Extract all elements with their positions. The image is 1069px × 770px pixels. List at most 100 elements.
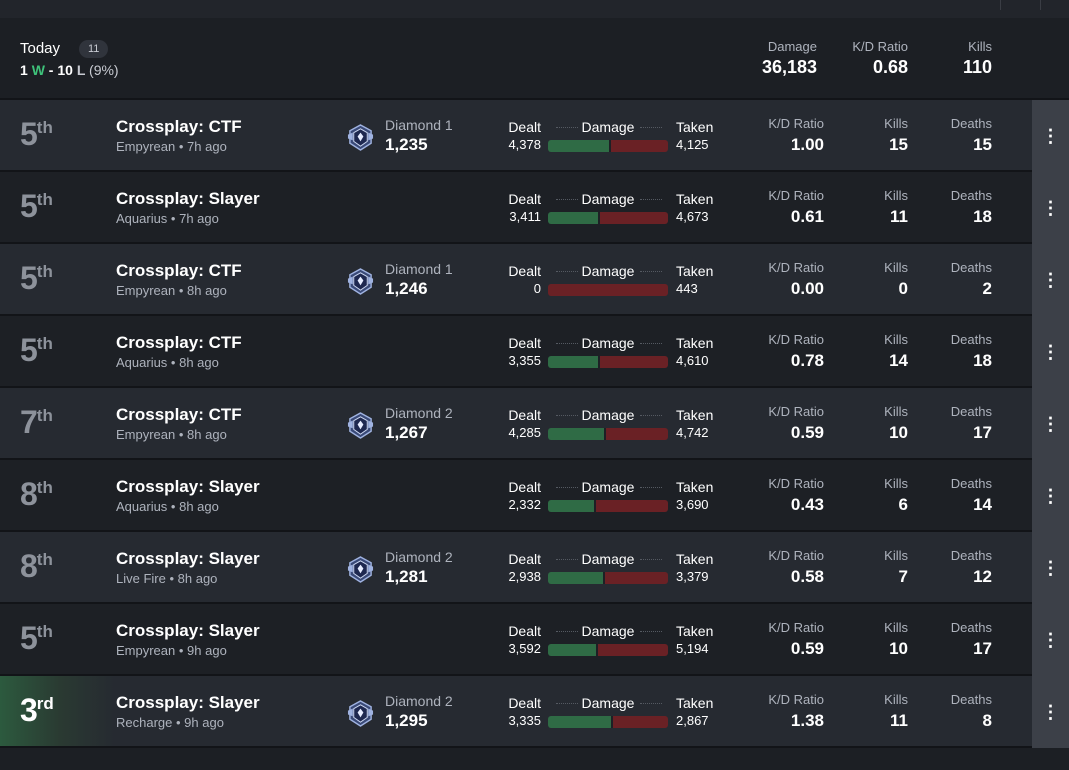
damage-label: Damage bbox=[581, 407, 635, 423]
taken-value: 4,742 bbox=[676, 425, 709, 440]
damage-divider-right bbox=[640, 199, 662, 200]
more-vertical-icon[interactable]: ⋮ bbox=[1032, 604, 1069, 676]
deaths-stat: Deaths 18 bbox=[930, 188, 992, 227]
kd-label: K/D Ratio bbox=[768, 260, 824, 275]
map-and-time: Empyrean • 8h ago bbox=[116, 283, 227, 298]
match-row[interactable]: 5th Crossplay: CTF Empyrean • 7h ago Dia… bbox=[0, 100, 1069, 172]
deaths-label: Deaths bbox=[950, 116, 992, 131]
deaths-label: Deaths bbox=[950, 620, 992, 635]
dealt-label: Dealt bbox=[508, 191, 541, 207]
summary-damage-value: 36,183 bbox=[761, 57, 817, 77]
deaths-value: 12 bbox=[973, 567, 992, 586]
win-loss-record: 1 W - 10 L (9%) bbox=[20, 62, 119, 78]
more-vertical-icon[interactable]: ⋮ bbox=[1032, 172, 1069, 244]
match-row[interactable]: 5th Crossplay: CTF Empyrean • 8h ago Dia… bbox=[0, 244, 1069, 316]
game-mode: Crossplay: CTF bbox=[116, 333, 242, 352]
summary-kills: Kills 110 bbox=[930, 39, 992, 78]
map-and-time: Aquarius • 8h ago bbox=[116, 355, 219, 370]
taken-label: Taken bbox=[676, 335, 714, 351]
match-row[interactable]: 5th Crossplay: Slayer Empyrean • 9h ago … bbox=[0, 604, 1069, 676]
damage-ratio-bar bbox=[548, 644, 668, 656]
dealt-value: 3,592 bbox=[508, 641, 541, 656]
damage-label: Damage bbox=[581, 551, 635, 567]
summary-kd-label: K/D Ratio bbox=[852, 39, 908, 54]
kd-stat: K/D Ratio 0.59 bbox=[744, 404, 824, 443]
damage-divider-right bbox=[640, 703, 662, 704]
placement: 8th bbox=[20, 548, 53, 584]
bar-separator bbox=[593, 500, 596, 512]
match-row[interactable]: 3rd Crossplay: Slayer Recharge • 9h ago … bbox=[0, 676, 1069, 748]
kills-label: Kills bbox=[884, 260, 908, 275]
match-row[interactable]: 5th Crossplay: CTF Aquarius • 8h ago Dea… bbox=[0, 316, 1069, 388]
damage-divider-right bbox=[640, 127, 662, 128]
game-mode: Crossplay: CTF bbox=[116, 117, 242, 136]
match-row[interactable]: 8th Crossplay: Slayer Aquarius • 8h ago … bbox=[0, 460, 1069, 532]
diamond-rank-icon bbox=[347, 124, 374, 151]
more-vertical-icon[interactable]: ⋮ bbox=[1032, 460, 1069, 532]
kd-value: 1.00 bbox=[790, 135, 824, 154]
rank-value: 1,246 bbox=[385, 279, 428, 298]
more-vertical-icon[interactable]: ⋮ bbox=[1032, 388, 1069, 460]
more-vertical-icon[interactable]: ⋮ bbox=[1032, 244, 1069, 316]
rank-tier: Diamond 1 bbox=[385, 261, 453, 277]
summary-kills-value: 110 bbox=[962, 57, 992, 77]
kills-stat: Kills 15 bbox=[848, 116, 908, 155]
more-vertical-icon[interactable]: ⋮ bbox=[1032, 532, 1069, 604]
deaths-label: Deaths bbox=[950, 548, 992, 563]
more-vertical-icon[interactable]: ⋮ bbox=[1032, 316, 1069, 388]
record-dash: - bbox=[48, 62, 54, 78]
deaths-label: Deaths bbox=[950, 260, 992, 275]
deaths-label: Deaths bbox=[950, 332, 992, 347]
dealt-bar bbox=[548, 500, 594, 512]
taken-value: 4,610 bbox=[676, 353, 709, 368]
dealt-bar bbox=[548, 644, 597, 656]
taken-value: 3,690 bbox=[676, 497, 709, 512]
game-mode: Crossplay: Slayer bbox=[116, 621, 260, 640]
deaths-value: 8 bbox=[982, 711, 992, 730]
taken-bar bbox=[598, 644, 668, 656]
deaths-value: 15 bbox=[973, 135, 992, 154]
kd-stat: K/D Ratio 0.61 bbox=[744, 188, 824, 227]
map-and-time: Empyrean • 8h ago bbox=[116, 427, 227, 442]
kills-stat: Kills 14 bbox=[848, 332, 908, 371]
deaths-value: 17 bbox=[973, 639, 992, 658]
placement: 5th bbox=[20, 332, 53, 368]
damage-divider-right bbox=[640, 487, 662, 488]
taken-value: 3,379 bbox=[676, 569, 709, 584]
match-row[interactable]: 7th Crossplay: CTF Empyrean • 8h ago Dia… bbox=[0, 388, 1069, 460]
kills-value: 6 bbox=[898, 495, 908, 514]
match-row[interactable]: 8th Crossplay: Slayer Live Fire • 8h ago… bbox=[0, 532, 1069, 604]
damage-label: Damage bbox=[581, 119, 635, 135]
rank-value: 1,235 bbox=[385, 135, 428, 154]
placement: 5th bbox=[20, 260, 53, 296]
damage-ratio-bar bbox=[548, 716, 668, 728]
bar-separator bbox=[596, 644, 599, 656]
dealt-value: 3,411 bbox=[509, 209, 541, 224]
losses-count: 10 bbox=[57, 62, 73, 78]
map-and-time: Aquarius • 7h ago bbox=[116, 211, 219, 226]
diamond-rank-icon bbox=[347, 556, 374, 583]
kills-value: 14 bbox=[889, 351, 908, 370]
kd-stat: K/D Ratio 0.58 bbox=[744, 548, 824, 587]
taken-label: Taken bbox=[676, 623, 714, 639]
dealt-bar bbox=[548, 140, 609, 152]
rank-tier: Diamond 1 bbox=[385, 117, 453, 133]
match-count-badge: 11 bbox=[79, 40, 109, 58]
top-divider bbox=[1040, 0, 1041, 10]
top-strip bbox=[0, 0, 1069, 18]
match-row[interactable]: 5th Crossplay: Slayer Aquarius • 7h ago … bbox=[0, 172, 1069, 244]
top-divider bbox=[1000, 0, 1001, 10]
taken-bar bbox=[599, 212, 668, 224]
taken-bar bbox=[595, 500, 668, 512]
deaths-value: 2 bbox=[982, 279, 992, 298]
dealt-bar bbox=[548, 212, 598, 224]
game-mode: Crossplay: Slayer bbox=[116, 693, 260, 712]
damage-divider-right bbox=[640, 559, 662, 560]
damage-ratio-bar bbox=[548, 140, 668, 152]
more-vertical-icon[interactable]: ⋮ bbox=[1032, 676, 1069, 748]
more-vertical-icon[interactable]: ⋮ bbox=[1032, 100, 1069, 172]
deaths-label: Deaths bbox=[950, 476, 992, 491]
deaths-label: Deaths bbox=[950, 692, 992, 707]
rank-tier: Diamond 2 bbox=[385, 693, 453, 709]
rank-tier: Diamond 2 bbox=[385, 405, 453, 421]
